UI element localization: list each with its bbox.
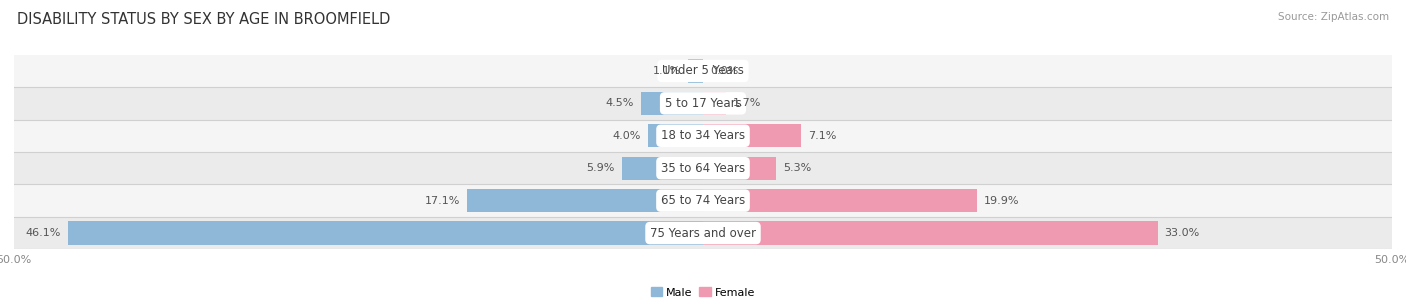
Text: 7.1%: 7.1% <box>807 131 837 141</box>
Text: Source: ZipAtlas.com: Source: ZipAtlas.com <box>1278 12 1389 22</box>
Bar <box>703 124 801 147</box>
Bar <box>648 124 703 147</box>
Text: 0.0%: 0.0% <box>710 66 738 76</box>
Text: 33.0%: 33.0% <box>1164 228 1199 238</box>
Legend: Male, Female: Male, Female <box>647 283 759 302</box>
Bar <box>703 221 1157 245</box>
Text: 75 Years and over: 75 Years and over <box>650 226 756 240</box>
Text: 19.9%: 19.9% <box>984 196 1019 206</box>
Bar <box>703 157 776 180</box>
Text: 35 to 64 Years: 35 to 64 Years <box>661 162 745 175</box>
Text: 5.3%: 5.3% <box>783 163 811 173</box>
Text: 65 to 74 Years: 65 to 74 Years <box>661 194 745 207</box>
Bar <box>14 217 1392 249</box>
Bar <box>14 55 1392 87</box>
Bar <box>641 92 703 115</box>
Text: DISABILITY STATUS BY SEX BY AGE IN BROOMFIELD: DISABILITY STATUS BY SEX BY AGE IN BROOM… <box>17 12 391 27</box>
Bar <box>703 189 977 212</box>
Bar <box>467 189 703 212</box>
Text: 5 to 17 Years: 5 to 17 Years <box>665 97 741 110</box>
Text: 46.1%: 46.1% <box>25 228 60 238</box>
Bar <box>14 119 1392 152</box>
Text: 4.0%: 4.0% <box>613 131 641 141</box>
Bar <box>14 87 1392 119</box>
Bar <box>67 221 703 245</box>
Text: 5.9%: 5.9% <box>586 163 614 173</box>
Text: 4.5%: 4.5% <box>606 98 634 108</box>
Bar <box>621 157 703 180</box>
Text: 1.7%: 1.7% <box>734 98 762 108</box>
Text: Under 5 Years: Under 5 Years <box>662 64 744 78</box>
Bar <box>703 92 727 115</box>
Bar <box>688 59 703 83</box>
Bar <box>14 152 1392 185</box>
Text: 1.1%: 1.1% <box>652 66 681 76</box>
Text: 18 to 34 Years: 18 to 34 Years <box>661 129 745 142</box>
Bar <box>14 185 1392 217</box>
Text: 17.1%: 17.1% <box>425 196 461 206</box>
